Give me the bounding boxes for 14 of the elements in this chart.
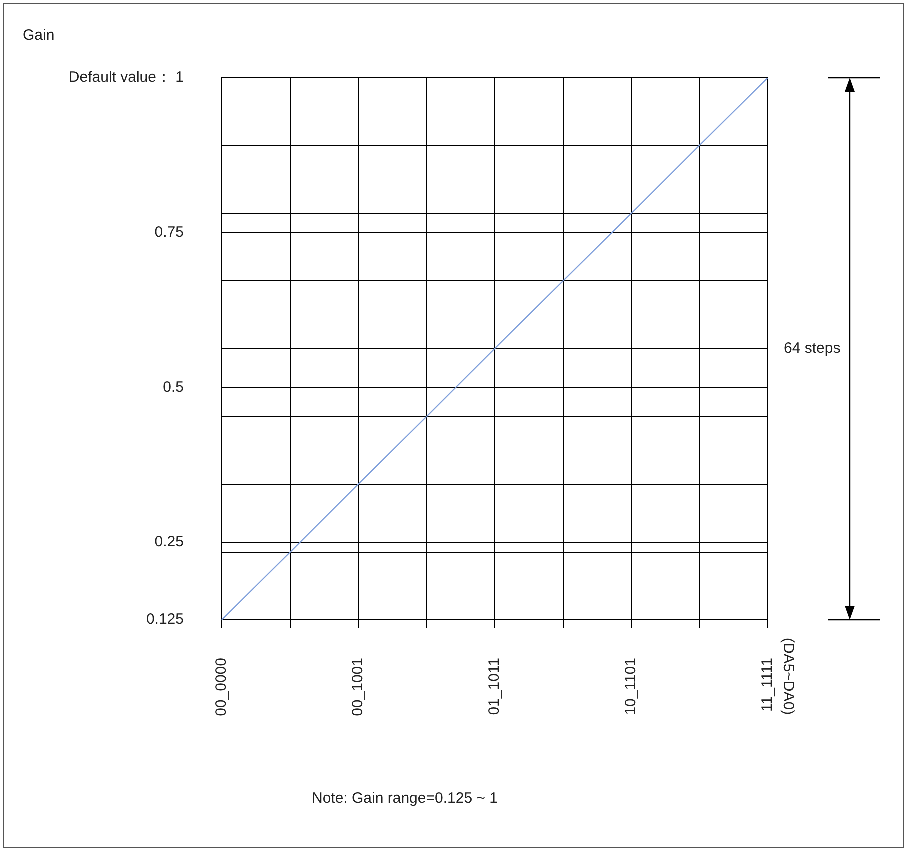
x-tick-label: 01_1011 bbox=[486, 658, 504, 716]
x-tick-label: 00_1001 bbox=[350, 658, 367, 716]
y-axis-title: Gain bbox=[23, 27, 55, 44]
text: Note: Gain range=0.125 ~ 1 bbox=[312, 790, 498, 808]
y-tick-label: 0.75 bbox=[154, 224, 184, 241]
x-tick-label: 11_1111 bbox=[759, 658, 776, 712]
y-tick-label: 0.5 bbox=[163, 378, 184, 396]
y-tick-label: 0.125 bbox=[146, 611, 184, 628]
text: 64 steps bbox=[784, 340, 841, 358]
y-tick-label: 0.25 bbox=[154, 534, 184, 551]
x-tick-label: 10_1101 bbox=[622, 658, 640, 716]
x-tick-label: 00_0000 bbox=[213, 658, 230, 716]
text: (DA5~DA0) bbox=[780, 638, 797, 716]
y-tick-label: Default value： 1 bbox=[68, 69, 184, 86]
